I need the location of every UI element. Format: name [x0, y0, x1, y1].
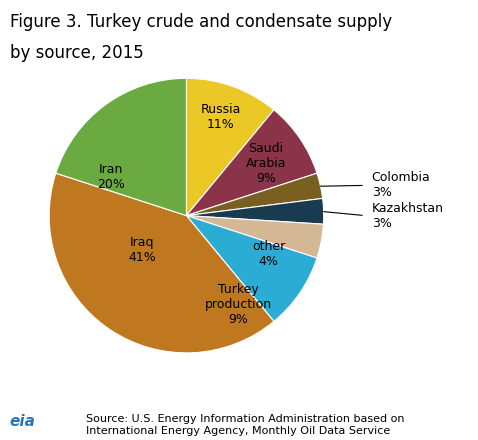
Text: Source: U.S. Energy Information Administration based on
International Energy Age: Source: U.S. Energy Information Administ…: [86, 414, 404, 436]
Text: eia: eia: [10, 414, 35, 429]
Wedge shape: [186, 78, 274, 216]
Text: Russia
11%: Russia 11%: [201, 103, 241, 131]
Wedge shape: [186, 198, 324, 224]
Wedge shape: [49, 173, 274, 353]
Wedge shape: [186, 216, 317, 321]
Text: other
4%: other 4%: [252, 240, 285, 268]
Text: Saudi
Arabia
9%: Saudi Arabia 9%: [246, 142, 286, 185]
Text: Kazakhstan
3%: Kazakhstan 3%: [372, 202, 444, 230]
Wedge shape: [186, 173, 323, 216]
Text: Iran
20%: Iran 20%: [97, 163, 125, 191]
Wedge shape: [56, 78, 186, 216]
Text: Iraq
41%: Iraq 41%: [129, 236, 156, 264]
Text: Turkey
production
9%: Turkey production 9%: [205, 283, 272, 326]
Wedge shape: [186, 216, 324, 258]
Text: by source, 2015: by source, 2015: [10, 44, 143, 62]
Text: Colombia
3%: Colombia 3%: [372, 172, 431, 199]
Wedge shape: [186, 110, 317, 216]
Text: Figure 3. Turkey crude and condensate supply: Figure 3. Turkey crude and condensate su…: [10, 13, 391, 31]
